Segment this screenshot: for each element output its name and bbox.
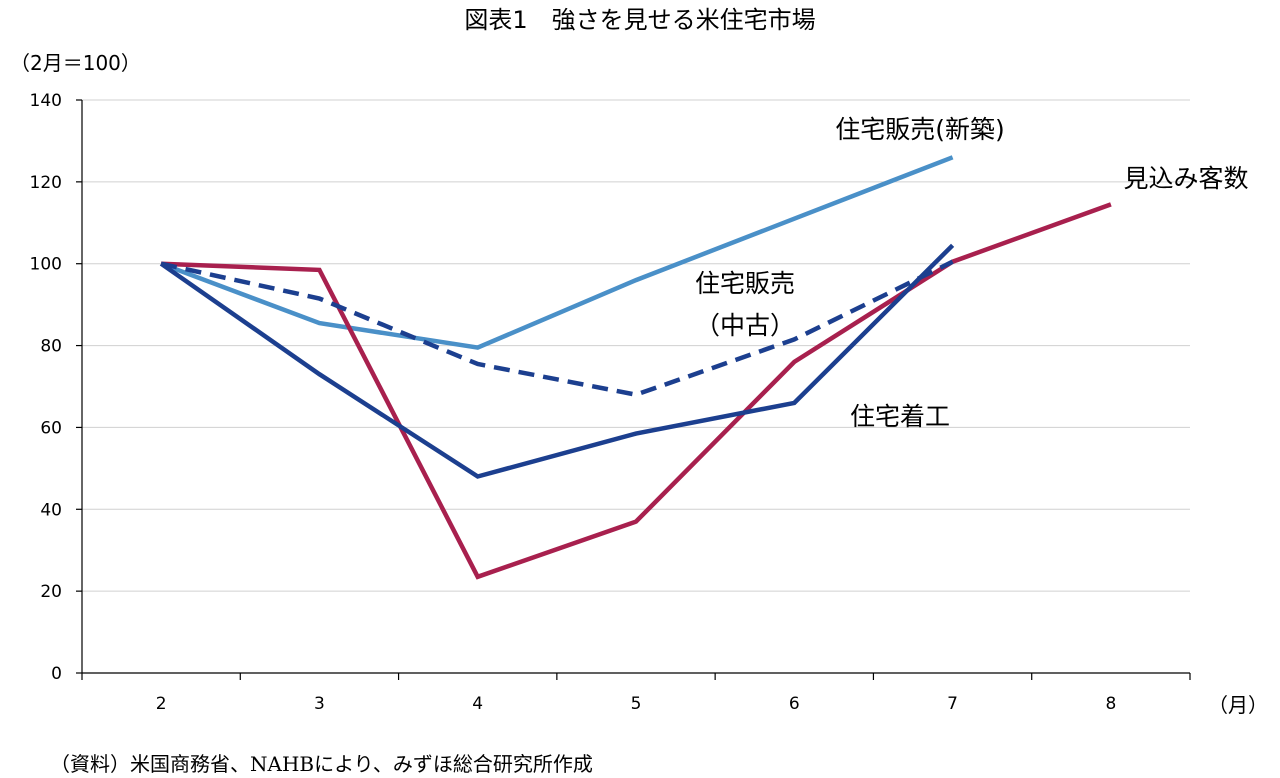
y-tick-label: 140 [30, 91, 62, 111]
x-tick-label: 4 [472, 694, 483, 714]
series-lines [159, 155, 1112, 580]
x-tick-label: 2 [156, 694, 167, 714]
y-tick-label: 0 [51, 664, 62, 684]
y-axis-unit-label: （2月＝100） [10, 51, 141, 75]
y-tick-label: 100 [30, 255, 62, 275]
series-line [160, 155, 954, 350]
y-tick-label: 80 [40, 337, 62, 357]
y-tick-label: 60 [40, 418, 62, 438]
x-tick-label: 8 [1105, 694, 1116, 714]
gridlines [82, 99, 1190, 592]
chart-title: 図表1 強さを見せる米住宅市場 [464, 6, 815, 34]
series-line [159, 243, 955, 479]
x-tick-label: 6 [789, 694, 800, 714]
axes: 0 20 40 60 80 100 120 140 2 3 4 5 6 7 8 [30, 91, 1191, 714]
y-tick-label: 120 [30, 173, 62, 193]
source-note: （資料）米国商務省、NAHBにより、みずほ総合研究所作成 [50, 752, 593, 776]
series-label: 住宅着工 [850, 402, 950, 431]
x-tick-label: 3 [314, 694, 325, 714]
x-tick-label: 5 [631, 694, 642, 714]
series-label-line2: （中古） [695, 311, 795, 340]
x-tick-label: 7 [947, 694, 958, 714]
series-line [161, 202, 1112, 580]
x-axis-unit-label: （月） [1208, 693, 1268, 717]
y-tick-label: 40 [40, 500, 62, 520]
series-labels: 住宅販売(新築) 住宅販売 （中古） 住宅着工 見込み客数 [695, 115, 1249, 431]
line-chart: 図表1 強さを見せる米住宅市場 （2月＝100） （月） 0 20 40 60 80 10… [10, 6, 1268, 717]
series-label: 住宅販売 [695, 269, 795, 298]
series-line [160, 259, 954, 398]
series-label: 見込み客数 [1123, 164, 1248, 193]
y-tick-label: 20 [40, 582, 62, 602]
series-label: 住宅販売(新築) [835, 115, 1005, 144]
